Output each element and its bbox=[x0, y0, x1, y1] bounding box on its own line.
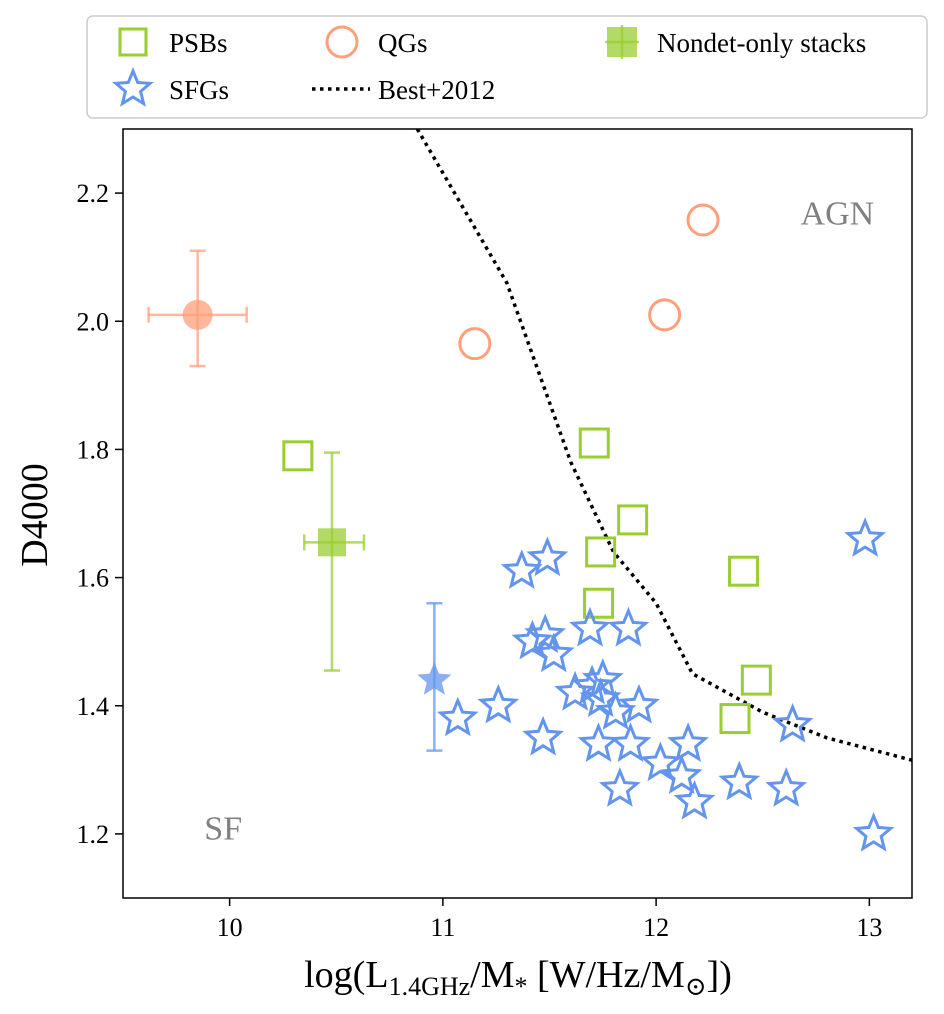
legend-frame bbox=[86, 15, 928, 119]
legend-star-icon bbox=[112, 67, 154, 107]
sfg-point-12 bbox=[618, 683, 660, 724]
psb-point-7 bbox=[719, 703, 751, 735]
x-tick-label: 13 bbox=[856, 913, 882, 942]
qg-point-1 bbox=[648, 298, 682, 332]
legend-label-qgs: QGs bbox=[378, 28, 428, 58]
sfg-point-21 bbox=[673, 779, 716, 820]
y-axis: 1.2 1.4 1.6 1.8 2.0 2.2 bbox=[77, 179, 123, 849]
sfg-point-7 bbox=[554, 670, 596, 711]
series-psb-stack bbox=[303, 451, 366, 672]
y-tick-label: 1.6 bbox=[77, 564, 110, 593]
psb-point-3 bbox=[617, 504, 649, 536]
psb-point-5 bbox=[728, 555, 760, 587]
x-tick-label: 10 bbox=[217, 913, 243, 942]
legend-entry-nondet-stacks: Nondet-only stacks bbox=[605, 25, 866, 59]
y-tick-label: 2.0 bbox=[77, 307, 110, 336]
sfg-point-17 bbox=[609, 722, 652, 763]
legend-circle-icon bbox=[325, 25, 359, 59]
y-tick-label: 1.4 bbox=[77, 692, 110, 721]
annotation-sf: SF bbox=[204, 811, 242, 848]
legend-filled-square-icon bbox=[607, 27, 637, 57]
series-sfgs bbox=[436, 517, 895, 852]
legend-square-icon bbox=[118, 27, 148, 57]
sfg-point-24 bbox=[765, 767, 808, 807]
sfg-point-3 bbox=[524, 613, 567, 653]
sfg-point-13 bbox=[436, 696, 479, 737]
sfg-point-22 bbox=[598, 767, 641, 807]
legend: PSBs SFGs QGs Best+2012 Nondet-only stac… bbox=[86, 15, 928, 119]
legend-label-best2012: Best+2012 bbox=[378, 75, 495, 105]
psb-point-2 bbox=[585, 536, 617, 568]
x-axis: 10 11 12 13 bbox=[217, 898, 882, 942]
x-axis-label: log(L1.4GHz/M* [W/Hz/M⊙]) bbox=[304, 954, 732, 1001]
sfg-point-15 bbox=[522, 715, 564, 756]
sfg-point-0 bbox=[417, 662, 452, 695]
series-psbs bbox=[282, 427, 772, 735]
legend-label-psbs: PSBs bbox=[169, 28, 228, 58]
sfg-point-20 bbox=[660, 754, 703, 795]
sfg-point-4 bbox=[532, 632, 575, 673]
psb-point-1 bbox=[578, 427, 610, 459]
plot-frame bbox=[122, 128, 913, 899]
sfg-point-5 bbox=[569, 606, 611, 647]
sfg-point-18 bbox=[639, 741, 682, 782]
y-tick-label: 1.2 bbox=[77, 820, 110, 849]
sfg-point-27 bbox=[852, 811, 895, 852]
psb-point-0 bbox=[317, 528, 346, 557]
sfg-point-0 bbox=[500, 549, 543, 589]
psb-point-6 bbox=[740, 664, 772, 696]
qg-point-0 bbox=[182, 299, 213, 330]
series-sfg-stack bbox=[417, 601, 452, 752]
sfg-point-1 bbox=[526, 536, 569, 577]
sfg-point-6 bbox=[607, 606, 650, 647]
x-tick-label: 11 bbox=[430, 913, 455, 942]
x-tick-label: 12 bbox=[643, 913, 669, 942]
legend-entry-best2012: Best+2012 bbox=[312, 75, 495, 105]
sfg-point-14 bbox=[477, 683, 520, 724]
legend-label-nondet-stacks: Nondet-only stacks bbox=[657, 28, 866, 58]
legend-entry-qgs: QGs bbox=[325, 25, 428, 59]
sfg-point-19 bbox=[667, 722, 709, 763]
qg-point-0 bbox=[458, 327, 492, 361]
legend-entry-sfgs: SFGs bbox=[112, 67, 229, 107]
psb-point-4 bbox=[583, 587, 615, 619]
y-axis-label: D4000 bbox=[14, 463, 56, 566]
best2012-line bbox=[415, 129, 912, 762]
plot-area bbox=[147, 129, 912, 852]
psb-point-0 bbox=[282, 440, 314, 472]
sfg-point-25 bbox=[771, 703, 814, 743]
legend-entry-psbs: PSBs bbox=[118, 27, 228, 58]
sfg-point-26 bbox=[844, 517, 886, 557]
annotation-agn: AGN bbox=[801, 195, 875, 232]
y-tick-label: 2.2 bbox=[77, 179, 110, 208]
series-qg-stack bbox=[147, 249, 248, 368]
qg-point-2 bbox=[686, 203, 720, 237]
series-qgs bbox=[458, 203, 720, 361]
sfg-point-23 bbox=[718, 760, 761, 801]
legend-label-sfgs: SFGs bbox=[169, 75, 229, 105]
sfg-point-2 bbox=[511, 619, 554, 660]
y-tick-label: 1.8 bbox=[77, 435, 110, 464]
